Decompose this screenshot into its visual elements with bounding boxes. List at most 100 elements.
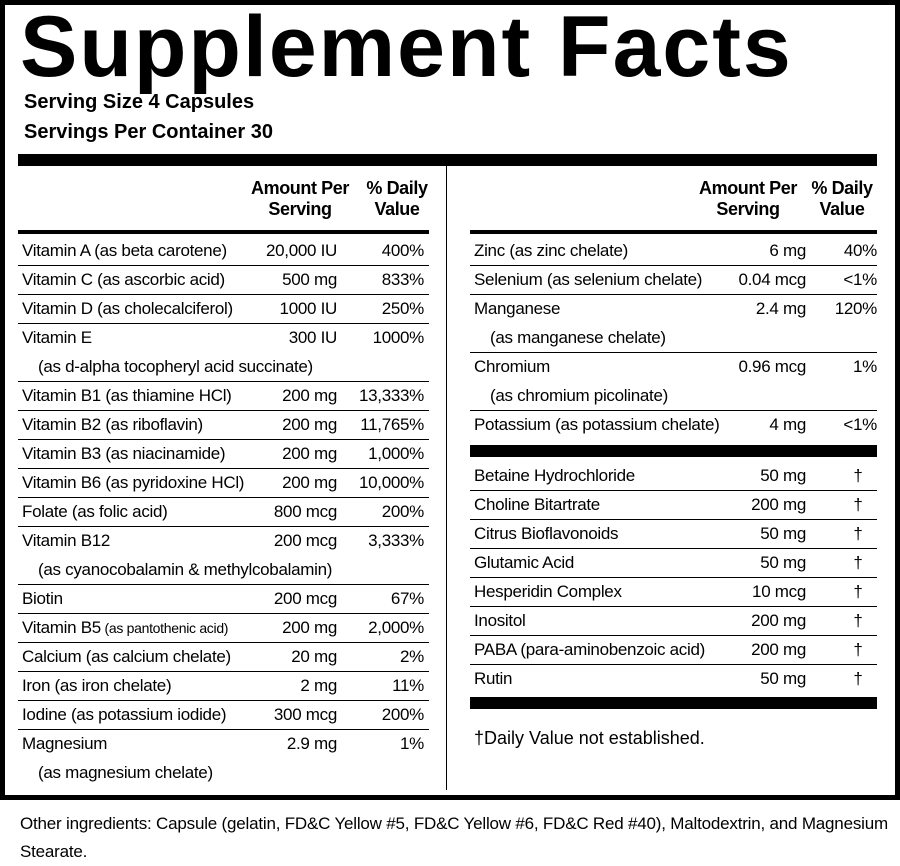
row-rule [18, 729, 429, 730]
item-amount: 200 mg [751, 640, 806, 659]
item-name: Magnesium [22, 734, 108, 753]
row-rule [18, 468, 429, 469]
item-name: Citrus Bioflavonoids [474, 524, 619, 543]
row-rule [18, 381, 429, 382]
item-detail: (as chromium picolinate) [490, 386, 668, 405]
item-daily-value: † [853, 466, 863, 485]
row-rule [470, 294, 877, 295]
item-daily-value: 250% [381, 299, 425, 318]
row-rule [18, 584, 429, 585]
item-note: (as pantothenic acid) [100, 620, 229, 636]
item-name: Vitamin B6 (as pyridoxine HCl) [22, 473, 245, 492]
item-name: Vitamin B1 (as thiamine HCl) [22, 386, 232, 405]
row-rule [470, 519, 877, 520]
section-rule [470, 697, 877, 709]
facts-panel [0, 0, 900, 800]
item-daily-value: 2,000% [368, 618, 424, 637]
item-name: PABA (para-aminobenzoic acid) [474, 640, 705, 659]
item-detail: (as d-alpha tocopheryl acid succinate) [38, 357, 313, 376]
amount-header: Amount Per Serving [250, 178, 349, 219]
item-daily-value: † [853, 582, 863, 601]
item-daily-value: 200% [381, 705, 425, 724]
item-daily-value: <1% [843, 415, 877, 434]
serving-size: Serving Size 4 Capsules [24, 91, 255, 113]
item-amount: 200 mcg [273, 589, 337, 608]
item-daily-value: † [853, 669, 863, 688]
row-rule [18, 700, 429, 701]
item-daily-value: 67% [390, 589, 424, 608]
item-daily-value: † [853, 495, 863, 514]
item-amount: 200 mcg [273, 531, 337, 550]
other-ingredients: Other ingredients: Capsule (gelatin, FD&… [20, 814, 888, 861]
row-rule [470, 352, 877, 353]
daily-value-header: % Daily Value [811, 178, 873, 219]
item-name: Manganese [474, 299, 561, 318]
item-amount: 200 mg [282, 618, 337, 637]
row-rule [470, 635, 877, 636]
item-amount: 4 mg [769, 415, 806, 434]
servings-per-container: Servings Per Container 30 [24, 121, 273, 143]
amount-header: Amount Per Serving [698, 178, 797, 219]
item-amount: 200 mg [282, 473, 337, 492]
item-daily-value: 3,333% [368, 531, 424, 550]
title: Supplement Facts [20, 0, 793, 95]
item-name: Vitamin E [22, 328, 92, 347]
item-name: Potassium (as potassium chelate) [474, 415, 720, 434]
row-rule [470, 265, 877, 266]
row-rule [470, 664, 877, 665]
item-daily-value: <1% [843, 270, 877, 289]
item-amount: 20,000 IU [265, 241, 337, 260]
item-amount: 50 mg [760, 669, 806, 688]
item-name: Inositol [474, 611, 526, 630]
header-rule [18, 230, 429, 234]
header-rule [470, 230, 877, 234]
row-rule [470, 577, 877, 578]
item-name: Vitamin C (as ascorbic acid) [22, 270, 225, 289]
item-name: Folate (as folic acid) [22, 502, 168, 521]
item-amount: 200 mg [751, 495, 806, 514]
item-name: Betaine Hydrochloride [474, 466, 635, 485]
item-name: Vitamin B2 (as riboflavin) [22, 415, 203, 434]
item-daily-value: 833% [381, 270, 425, 289]
item-detail: (as cyanocobalamin & methylcobalamin) [38, 560, 333, 579]
row-rule [470, 548, 877, 549]
item-name: Hesperidin Complex [474, 582, 622, 601]
row-rule [18, 323, 429, 324]
item-name: Selenium (as selenium chelate) [474, 270, 703, 289]
column-divider [446, 166, 447, 790]
item-daily-value: 200% [381, 502, 425, 521]
item-name: Vitamin B12 [22, 531, 111, 550]
item-name: Iodine (as potassium iodide) [22, 705, 227, 724]
item-detail: (as magnesium chelate) [38, 763, 213, 782]
item-daily-value: † [853, 524, 863, 543]
item-daily-value: 1% [853, 357, 877, 376]
row-rule [18, 497, 429, 498]
item-name: Biotin [22, 589, 63, 608]
item-daily-value: 11% [392, 676, 424, 695]
item-name: Vitamin A (as beta carotene) [22, 241, 227, 260]
item-name: Choline Bitartrate [474, 495, 600, 514]
item-amount: 2 mg [300, 676, 337, 695]
item-amount: 300 mcg [273, 705, 337, 724]
row-rule [18, 439, 429, 440]
item-name: Chromium [474, 357, 551, 376]
row-rule [470, 490, 877, 491]
item-name: Vitamin B5 (as pantothenic acid) [22, 618, 229, 637]
row-rule [18, 613, 429, 614]
row-rule [470, 410, 877, 411]
row-rule [18, 642, 429, 643]
item-daily-value: 40% [843, 241, 877, 260]
item-amount: 0.04 mcg [738, 270, 806, 289]
item-name: Calcium (as calcium chelate) [22, 647, 231, 666]
item-daily-value: † [853, 611, 863, 630]
item-amount: 2.4 mg [755, 299, 806, 318]
item-name: Zinc (as zinc chelate) [474, 241, 629, 260]
item-daily-value: 2% [400, 647, 424, 666]
item-amount: 200 mg [282, 415, 337, 434]
item-daily-value: 1% [400, 734, 424, 753]
item-daily-value: 1000% [372, 328, 425, 347]
row-rule [18, 294, 429, 295]
item-amount: 6 mg [769, 241, 806, 260]
section-rule [470, 445, 877, 457]
